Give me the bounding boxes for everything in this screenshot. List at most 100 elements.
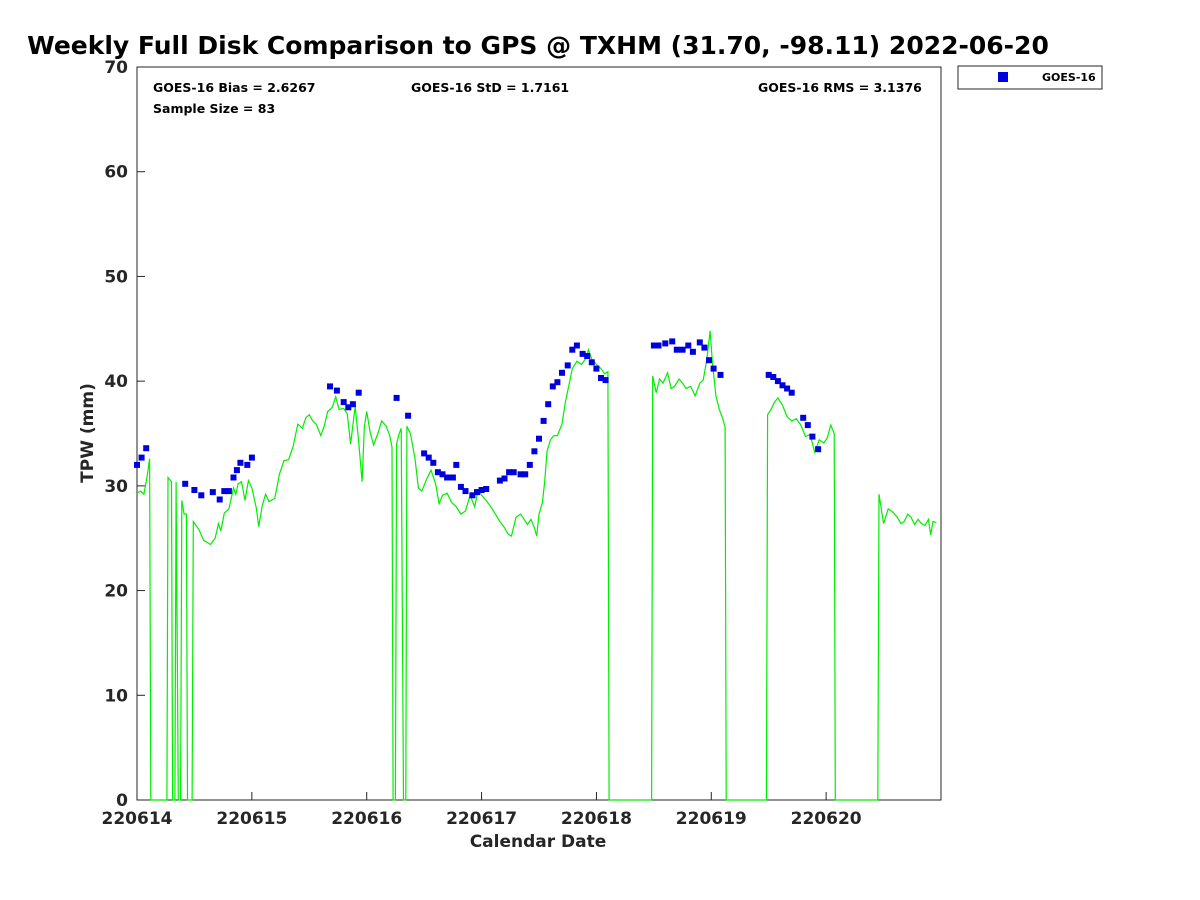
goes-point [425, 454, 432, 461]
y-tick-label: 60 [104, 163, 128, 183]
goes-point [483, 486, 490, 492]
goes-point [669, 338, 676, 345]
x-axis-label: Calendar Date [470, 832, 607, 852]
goes-point [540, 417, 547, 424]
goes-point [244, 461, 251, 468]
goes-point [237, 459, 244, 466]
plot-area: 0 10 20 30 40 50 60 70 220614 220615 220616 220617… [102, 58, 942, 829]
goes-point [510, 469, 517, 476]
goes-point [717, 371, 724, 378]
goes-point [233, 467, 240, 474]
x-tick-label: 220620 [791, 809, 862, 829]
rms-stat: GOES-16 RMS = 3.1376 [758, 80, 922, 95]
x-tick-label: 220616 [331, 809, 402, 829]
goes-point [501, 475, 508, 482]
goes-point [345, 404, 352, 411]
goes-point [430, 459, 437, 466]
bias-stat: GOES-16 Bias = 2.6267 [153, 80, 315, 95]
goes-point [444, 474, 451, 481]
goes-point [788, 389, 795, 396]
goes-point [449, 474, 456, 481]
y-axis-label: TPW (mm) [78, 383, 98, 483]
goes-point [439, 471, 446, 478]
x-tick-label: 220619 [676, 809, 747, 829]
gps-line [136, 330, 937, 801]
goes-point [522, 471, 529, 478]
legend: GOES-16 [957, 65, 1103, 90]
plot-frame [136, 66, 942, 801]
goes-series [134, 338, 822, 503]
goes-point [138, 454, 145, 461]
goes-point [602, 377, 609, 384]
goes-point [784, 385, 791, 392]
goes-point [598, 375, 604, 381]
goes-point [216, 496, 223, 503]
goes-point [770, 374, 777, 380]
goes-point [765, 371, 772, 378]
goes-point [662, 340, 669, 347]
goes-point [673, 346, 680, 353]
std-stat: GOES-16 StD = 1.7161 [411, 80, 569, 95]
goes-point [506, 469, 513, 476]
goes-point [221, 488, 228, 495]
goes-point [573, 342, 580, 349]
goes-point [531, 448, 538, 455]
goes-point [209, 489, 216, 496]
goes-point [584, 353, 591, 359]
x-tick-label: 220617 [446, 809, 517, 829]
x-tick-label: 220614 [102, 809, 173, 829]
goes-point [182, 480, 189, 487]
goes-point [701, 344, 708, 351]
sample-size-stat: Sample Size = 83 [153, 101, 275, 116]
legend-marker-goes [998, 72, 1008, 82]
goes-point [774, 378, 781, 385]
goes-point [478, 487, 485, 493]
goes-point [134, 461, 140, 468]
goes-point [474, 489, 480, 496]
goes-point [554, 379, 561, 386]
goes-point [804, 422, 811, 429]
chart-title: Weekly Full Disk Comparison to GPS @ TXH… [27, 31, 1049, 60]
goes-point [650, 342, 657, 349]
goes-point [526, 461, 533, 468]
goes-point [564, 362, 571, 369]
goes-point [569, 346, 576, 353]
goes-point [191, 487, 198, 493]
goes-point [457, 483, 464, 490]
goes-point [421, 450, 428, 457]
goes-point [340, 399, 347, 406]
goes-point [469, 492, 476, 499]
goes-point [248, 454, 255, 461]
goes-point [536, 435, 542, 442]
goes-point [588, 359, 595, 366]
goes-point [800, 414, 807, 421]
goes-point [462, 488, 469, 495]
goes-point [545, 401, 552, 408]
y-axis: 0 10 20 30 40 50 60 70 [104, 58, 145, 811]
goes-point [349, 401, 356, 408]
goes-point [815, 446, 822, 453]
y-tick-label: 30 [104, 477, 128, 497]
x-tick-label: 220615 [216, 809, 287, 829]
goes-point [679, 346, 686, 353]
goes-point [355, 389, 362, 396]
legend-box [957, 65, 1103, 90]
goes-point [405, 412, 412, 419]
y-tick-label: 10 [104, 686, 128, 706]
goes-point [496, 477, 503, 484]
legend-label-goes: GOES-16 [1042, 71, 1096, 84]
x-axis: 220614 220615 220616 220617 220618 220619 2206… [102, 792, 862, 829]
goes-point [689, 348, 696, 355]
goes-point [559, 369, 565, 376]
goes-point [333, 387, 340, 394]
goes-point [779, 382, 786, 389]
y-tick-label: 50 [104, 267, 128, 287]
goes-point [593, 365, 600, 372]
goes-point [579, 350, 586, 357]
goes-point [198, 492, 205, 499]
goes-point [809, 433, 816, 440]
goes-point [453, 461, 460, 468]
goes-point [230, 474, 237, 481]
y-tick-label: 40 [104, 372, 128, 392]
